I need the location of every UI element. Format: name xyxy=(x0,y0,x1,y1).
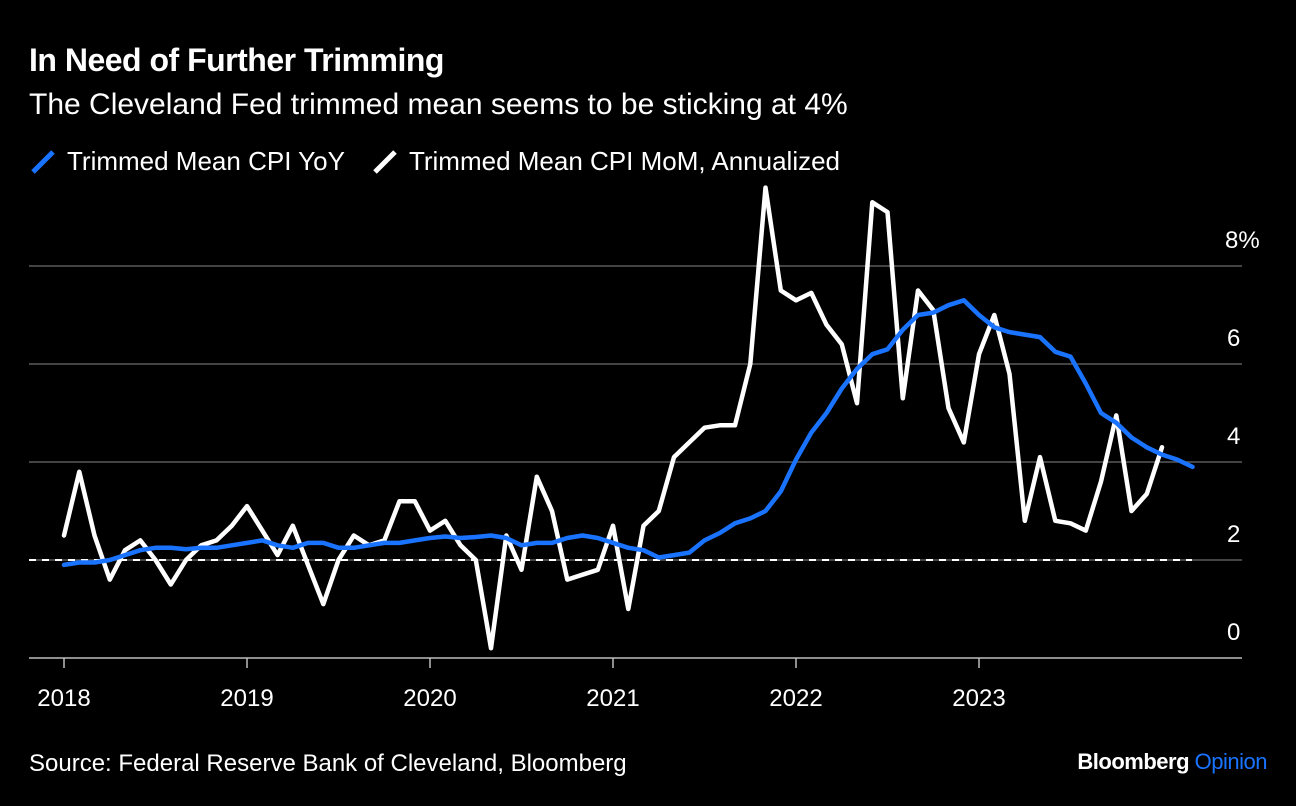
series-line-mom xyxy=(61,185,1165,651)
brand-accent: Opinion xyxy=(1194,749,1268,774)
chart-title: In Need of Further Trimming xyxy=(29,42,444,78)
source-note: Source: Federal Reserve Bank of Clevelan… xyxy=(29,750,627,777)
legend-label-yoy: Trimmed Mean CPI YoY xyxy=(67,146,345,176)
legend-item-yoy: Trimmed Mean CPI YoY xyxy=(29,146,345,177)
legend-label-mom: Trimmed Mean CPI MoM, Annualized xyxy=(408,146,841,176)
brand-logo: Bloomberg Opinion xyxy=(1077,749,1267,775)
x-tick-label-2021: 2021 xyxy=(586,685,639,712)
y-tick-label-2: 2 xyxy=(1227,521,1240,548)
brand-main: Bloomberg xyxy=(1077,749,1190,774)
x-tick-label-2022: 2022 xyxy=(769,685,822,712)
y-tick-label-8: 8% xyxy=(1225,227,1260,254)
legend-swatch-yoy xyxy=(31,149,55,174)
legend: Trimmed Mean CPI YoY Trimmed Mean CPI Mo… xyxy=(29,146,866,177)
y-tick-label-4: 4 xyxy=(1227,423,1240,450)
legend-item-mom: Trimmed Mean CPI MoM, Annualized xyxy=(371,146,840,177)
x-tick-label-2020: 2020 xyxy=(403,685,456,712)
x-tick-label-2019: 2019 xyxy=(220,685,273,712)
legend-swatch-mom xyxy=(373,149,397,174)
y-tick-label-6: 6 xyxy=(1227,325,1240,352)
series-line-yoy xyxy=(61,298,1195,568)
x-tick-label-2018: 2018 xyxy=(37,685,90,712)
x-tick-label-2023: 2023 xyxy=(952,685,1005,712)
y-tick-label-0: 0 xyxy=(1227,619,1240,646)
chart-subtitle: The Cleveland Fed trimmed mean seems to … xyxy=(29,88,848,121)
